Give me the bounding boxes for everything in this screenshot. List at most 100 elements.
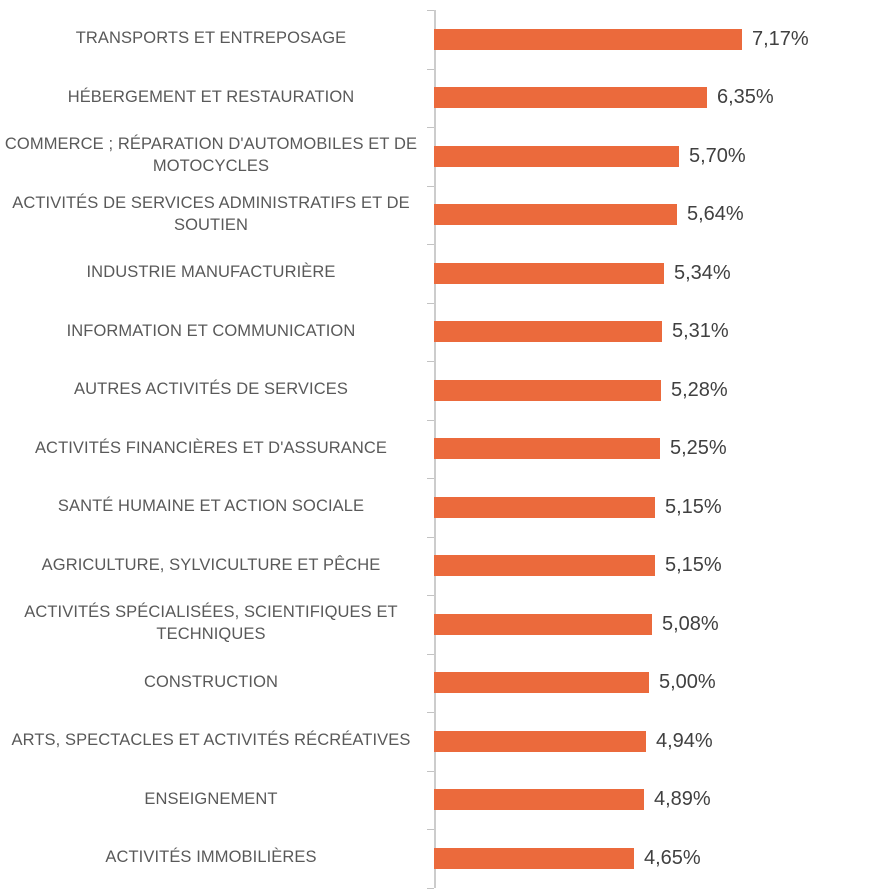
bar-track: 4,65% xyxy=(434,829,880,888)
value-label: 5,70% xyxy=(689,144,746,167)
category-label-cell: HÉBERGEMENT ET RESTAURATION xyxy=(0,69,434,128)
bar-row: HÉBERGEMENT ET RESTAURATION 6,35% xyxy=(0,69,880,128)
bar-track: 5,08% xyxy=(434,595,880,654)
bar-track: 7,17% xyxy=(434,10,880,69)
bar xyxy=(434,613,652,635)
axis-tick xyxy=(427,419,434,421)
bar xyxy=(434,204,677,226)
bar-row: TRANSPORTS ET ENTREPOSAGE 7,17% xyxy=(0,10,880,69)
bar-row: INDUSTRIE MANUFACTURIÈRE 5,34% xyxy=(0,244,880,303)
bar-row: ACTIVITÉS DE SERVICES ADMINISTRATIFS ET … xyxy=(0,186,880,245)
value-label: 5,25% xyxy=(670,437,727,460)
bar-track: 5,15% xyxy=(434,537,880,596)
category-label-cell: ACTIVITÉS FINANCIÈRES ET D'ASSURANCE xyxy=(0,420,434,479)
value-label: 6,35% xyxy=(717,86,774,109)
value-label: 5,34% xyxy=(674,261,731,284)
axis-tick xyxy=(427,829,434,830)
value-label: 5,28% xyxy=(671,378,728,401)
category-label: ACTIVITÉS FINANCIÈRES ET D'ASSURANCE xyxy=(34,438,388,457)
bar-row: ACTIVITÉS FINANCIÈRES ET D'ASSURANCE 5,2… xyxy=(0,420,880,479)
bar xyxy=(434,496,655,518)
bar-track: 5,70% xyxy=(434,127,880,186)
category-label-cell: AGRICULTURE, SYLVICULTURE ET PÊCHE xyxy=(0,537,434,596)
axis-tick xyxy=(427,361,434,362)
bar xyxy=(434,438,660,460)
category-label: AGRICULTURE, SYLVICULTURE ET PÊCHE xyxy=(41,555,381,574)
bar-row: ENSEIGNEMENT 4,89% xyxy=(0,771,880,830)
category-label-cell: AUTRES ACTIVITÉS DE SERVICES xyxy=(0,361,434,420)
bar-row: ACTIVITÉS IMMOBILIÈRES 4,65% xyxy=(0,829,880,888)
category-label: ACTIVITÉS DE SERVICES ADMINISTRATIFS ET … xyxy=(12,193,410,234)
category-label: INDUSTRIE MANUFACTURIÈRE xyxy=(86,263,336,282)
bar xyxy=(434,28,742,50)
bar xyxy=(434,789,644,811)
value-label: 5,15% xyxy=(665,554,722,577)
category-label: ENSEIGNEMENT xyxy=(144,789,278,808)
bar-track: 5,25% xyxy=(434,420,880,479)
category-label-cell: ACTIVITÉS SPÉCIALISÉES, SCIENTIFIQUES ET… xyxy=(0,595,434,654)
bar xyxy=(434,555,655,577)
category-label: ACTIVITÉS IMMOBILIÈRES xyxy=(105,848,317,867)
category-label: COMMERCE ; RÉPARATION D'AUTOMOBILES ET D… xyxy=(4,135,418,176)
bar-track: 4,94% xyxy=(434,712,880,771)
category-label-cell: SANTÉ HUMAINE ET ACTION SOCIALE xyxy=(0,478,434,537)
bar-track: 5,15% xyxy=(434,478,880,537)
axis-tick xyxy=(427,887,434,889)
category-label-cell: ACTIVITÉS IMMOBILIÈRES xyxy=(0,829,434,888)
value-label: 7,17% xyxy=(752,27,809,50)
axis-tick xyxy=(427,536,434,538)
category-label-cell: INFORMATION ET COMMUNICATION xyxy=(0,303,434,362)
value-label: 5,00% xyxy=(659,671,716,694)
bar-row: AGRICULTURE, SYLVICULTURE ET PÊCHE 5,15% xyxy=(0,537,880,596)
value-label: 5,15% xyxy=(665,495,722,518)
axis-tick xyxy=(427,770,434,772)
bar xyxy=(434,847,634,869)
bar-row: ACTIVITÉS SPÉCIALISÉES, SCIENTIFIQUES ET… xyxy=(0,595,880,654)
bar xyxy=(434,87,707,109)
bar xyxy=(434,145,679,167)
bar-track: 5,00% xyxy=(434,654,880,713)
axis-tick xyxy=(427,478,434,479)
value-label: 4,65% xyxy=(644,846,701,869)
bar-track: 5,34% xyxy=(434,244,880,303)
bar-track: 5,64% xyxy=(434,186,880,245)
bar xyxy=(434,262,664,284)
category-label: ARTS, SPECTACLES ET ACTIVITÉS RÉCRÉATIVE… xyxy=(11,731,411,750)
category-label-cell: ACTIVITÉS DE SERVICES ADMINISTRATIFS ET … xyxy=(0,186,434,245)
value-label: 5,64% xyxy=(687,203,744,226)
bar-row: AUTRES ACTIVITÉS DE SERVICES 5,28% xyxy=(0,361,880,420)
bar-track: 5,28% xyxy=(434,361,880,420)
bar-track: 6,35% xyxy=(434,69,880,128)
category-label-cell: COMMERCE ; RÉPARATION D'AUTOMOBILES ET D… xyxy=(0,127,434,186)
axis-tick xyxy=(427,244,434,245)
category-label-cell: CONSTRUCTION xyxy=(0,654,434,713)
bar-row: SANTÉ HUMAINE ET ACTION SOCIALE 5,15% xyxy=(0,478,880,537)
axis-tick xyxy=(427,712,434,713)
value-label: 4,94% xyxy=(656,729,713,752)
value-label: 5,31% xyxy=(672,320,729,343)
axis-tick xyxy=(427,302,434,304)
bar xyxy=(434,730,646,752)
chart-rows: TRANSPORTS ET ENTREPOSAGE 7,17% HÉBERGEM… xyxy=(0,10,880,888)
category-label: AUTRES ACTIVITÉS DE SERVICES xyxy=(74,380,348,399)
category-label-cell: ARTS, SPECTACLES ET ACTIVITÉS RÉCRÉATIVE… xyxy=(0,712,434,771)
value-label: 4,89% xyxy=(654,788,711,811)
category-label: ACTIVITÉS SPÉCIALISÉES, SCIENTIFIQUES ET… xyxy=(24,603,398,644)
category-label-cell: ENSEIGNEMENT xyxy=(0,771,434,830)
bar xyxy=(434,379,661,401)
axis-tick xyxy=(427,185,434,187)
axis-tick xyxy=(427,10,434,11)
bar-row: INFORMATION ET COMMUNICATION 5,31% xyxy=(0,303,880,362)
category-label: HÉBERGEMENT ET RESTAURATION xyxy=(67,87,355,106)
bar xyxy=(434,321,662,343)
category-label: TRANSPORTS ET ENTREPOSAGE xyxy=(75,29,347,48)
axis-tick xyxy=(427,595,434,596)
bar xyxy=(434,672,649,694)
bar-row: COMMERCE ; RÉPARATION D'AUTOMOBILES ET D… xyxy=(0,127,880,186)
bar-track: 4,89% xyxy=(434,771,880,830)
axis-tick xyxy=(427,127,434,128)
bar-row: ARTS, SPECTACLES ET ACTIVITÉS RÉCRÉATIVE… xyxy=(0,712,880,771)
category-label-cell: INDUSTRIE MANUFACTURIÈRE xyxy=(0,244,434,303)
bar-track: 5,31% xyxy=(434,303,880,362)
